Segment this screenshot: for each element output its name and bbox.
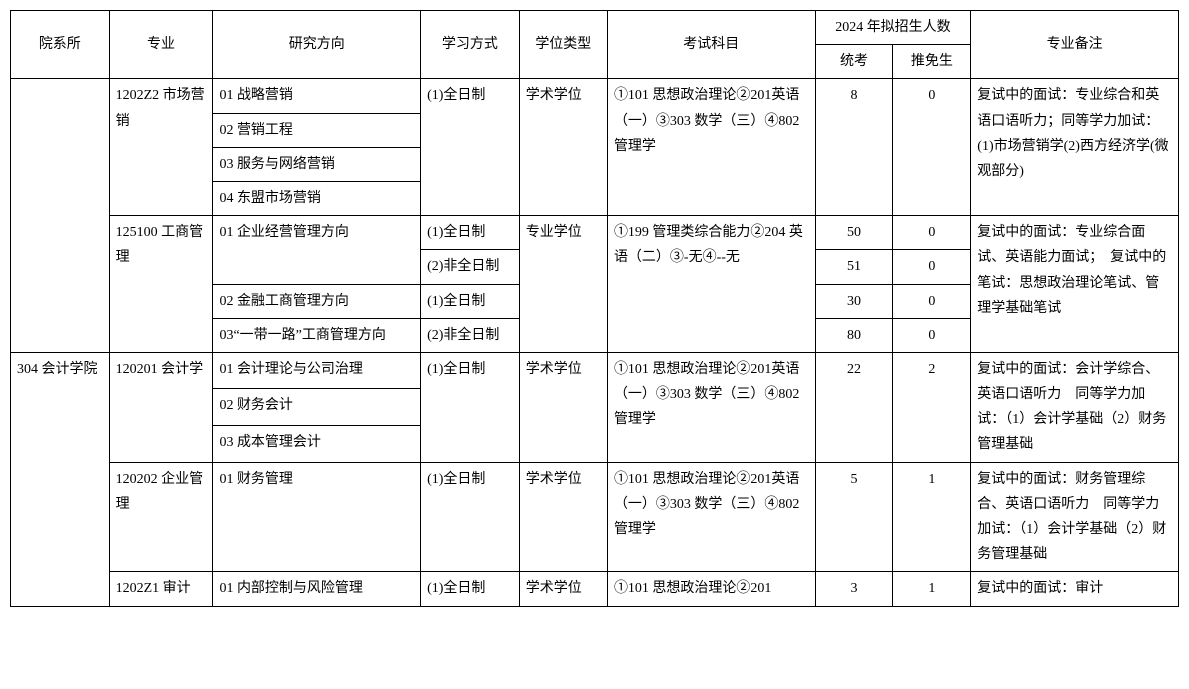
cell-tk: 3: [815, 572, 893, 606]
cell-degree: 学术学位: [519, 462, 607, 572]
cell-tk: 8: [815, 79, 893, 216]
cell-major: 120201 会计学: [109, 352, 213, 462]
cell-dir: 03 服务与网络营销: [213, 147, 421, 181]
cell-tm: 2: [893, 352, 971, 462]
col-degree: 学位类型: [519, 11, 607, 79]
col-mode: 学习方式: [421, 11, 520, 79]
cell-tm: 0: [893, 318, 971, 352]
cell-note: 复试中的面试：审计: [971, 572, 1179, 606]
cell-mode: (2)非全日制: [421, 318, 520, 352]
cell-mode: (1)全日制: [421, 462, 520, 572]
cell-mode: (2)非全日制: [421, 250, 520, 284]
cell-degree: 学术学位: [519, 352, 607, 462]
cell-tk: 30: [815, 284, 893, 318]
cell-exam: ①101 思想政治理论②201英语（一）③303 数学（三）④802 管理学: [607, 462, 815, 572]
col-exam: 考试科目: [607, 11, 815, 79]
cell-exam: ①101 思想政治理论②201英语（一）③303 数学（三）④802 管理学: [607, 352, 815, 462]
cell-tm: 1: [893, 572, 971, 606]
cell-note: 复试中的面试：财务管理综合、英语口语听力 同等学力加试：（1）会计学基础（2）财…: [971, 462, 1179, 572]
cell-dir: 01 内部控制与风险管理: [213, 572, 421, 606]
table-row: 1202Z2 市场营销 01 战略营销 (1)全日制 学术学位 ①101 思想政…: [11, 79, 1179, 113]
cell-dir: 02 金融工商管理方向: [213, 284, 421, 318]
cell-note: 复试中的面试：专业综合和英语口语听力；同等学力加试：(1)市场营销学(2)西方经…: [971, 79, 1179, 216]
col-dept: 院系所: [11, 11, 110, 79]
cell-major: 120202 企业管理: [109, 462, 213, 572]
cell-dir: 04 东盟市场营销: [213, 181, 421, 215]
col-direction: 研究方向: [213, 11, 421, 79]
col-major: 专业: [109, 11, 213, 79]
cell-exam: ①199 管理类综合能力②204 英语（二）③-无④--无: [607, 216, 815, 353]
table-row: 1202Z1 审计 01 内部控制与风险管理 (1)全日制 学术学位 ①101 …: [11, 572, 1179, 606]
cell-tk: 50: [815, 216, 893, 250]
cell-dir: 01 会计理论与公司治理: [213, 352, 421, 389]
cell-tm: 0: [893, 79, 971, 216]
catalog-table: 院系所 专业 研究方向 学习方式 学位类型 考试科目 2024 年拟招生人数 专…: [10, 10, 1179, 607]
cell-degree: 学术学位: [519, 79, 607, 216]
cell-mode: (1)全日制: [421, 79, 520, 216]
col-tk: 统考: [815, 45, 893, 79]
cell-dept: 304 会计学院: [11, 352, 110, 606]
table-row: 120202 企业管理 01 财务管理 (1)全日制 学术学位 ①101 思想政…: [11, 462, 1179, 572]
cell-dept: [11, 79, 110, 353]
cell-tm: 1: [893, 462, 971, 572]
cell-tm: 0: [893, 250, 971, 284]
cell-exam: ①101 思想政治理论②201英语（一）③303 数学（三）④802 管理学: [607, 79, 815, 216]
cell-dir: 02 营销工程: [213, 113, 421, 147]
cell-tk: 22: [815, 352, 893, 462]
cell-dir: 02 财务会计: [213, 389, 421, 426]
cell-dir: 01 财务管理: [213, 462, 421, 572]
cell-major: 1202Z2 市场营销: [109, 79, 213, 216]
cell-exam: ①101 思想政治理论②201: [607, 572, 815, 606]
cell-tm: 0: [893, 284, 971, 318]
cell-tk: 51: [815, 250, 893, 284]
cell-degree: 专业学位: [519, 216, 607, 353]
cell-tk: 5: [815, 462, 893, 572]
table-row: 125100 工商管理 01 企业经营管理方向 (1)全日制 专业学位 ①199…: [11, 216, 1179, 250]
cell-note: 复试中的面试：会计学综合、英语口语听力 同等学力加试：（1）会计学基础（2）财务…: [971, 352, 1179, 462]
cell-mode: (1)全日制: [421, 284, 520, 318]
cell-degree: 学术学位: [519, 572, 607, 606]
cell-tm: 0: [893, 216, 971, 250]
cell-mode: (1)全日制: [421, 352, 520, 462]
cell-dir: 01 战略营销: [213, 79, 421, 113]
cell-mode: (1)全日制: [421, 216, 520, 250]
cell-major: 125100 工商管理: [109, 216, 213, 353]
cell-note: 复试中的面试：专业综合面试、英语能力面试； 复试中的笔试：思想政治理论笔试、管理…: [971, 216, 1179, 353]
col-note: 专业备注: [971, 11, 1179, 79]
cell-dir: 01 企业经营管理方向: [213, 216, 421, 284]
col-enroll: 2024 年拟招生人数: [815, 11, 971, 45]
cell-mode: (1)全日制: [421, 572, 520, 606]
cell-tk: 80: [815, 318, 893, 352]
cell-dir: 03“一带一路”工商管理方向: [213, 318, 421, 352]
col-tm: 推免生: [893, 45, 971, 79]
cell-dir: 03 成本管理会计: [213, 426, 421, 463]
cell-major: 1202Z1 审计: [109, 572, 213, 606]
header-row-1: 院系所 专业 研究方向 学习方式 学位类型 考试科目 2024 年拟招生人数 专…: [11, 11, 1179, 45]
table-row: 304 会计学院 120201 会计学 01 会计理论与公司治理 (1)全日制 …: [11, 352, 1179, 389]
